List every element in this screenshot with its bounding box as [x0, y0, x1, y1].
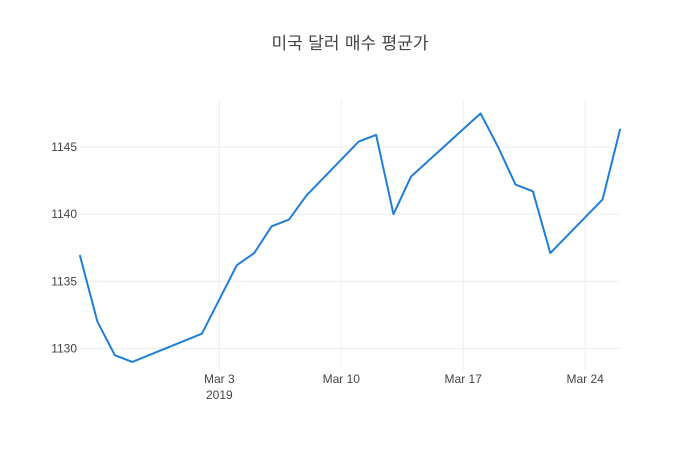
chart-title: 미국 달러 매수 평균가 [272, 34, 429, 54]
y-tick-label: 1140 [51, 207, 77, 221]
y-tick-label: 1130 [51, 342, 77, 356]
x-tick-label: Mar 10 [323, 372, 361, 386]
series-layer [79, 112, 621, 363]
x-tick-sublabel: 2019 [206, 388, 233, 402]
x-axis-ticks: Mar 3 2019 Mar 10 Mar 17 Mar 24 [204, 372, 604, 402]
x-tick-label: Mar 3 [204, 372, 235, 386]
y-tick-label: 1135 [51, 274, 77, 288]
gridlines [80, 100, 620, 370]
y-axis-ticks: 1130 1135 1140 1145 [51, 140, 77, 355]
x-tick-label: Mar 24 [566, 372, 604, 386]
series-line [79, 112, 621, 363]
y-tick-label: 1145 [51, 140, 77, 154]
x-tick-label: Mar 17 [445, 372, 483, 386]
